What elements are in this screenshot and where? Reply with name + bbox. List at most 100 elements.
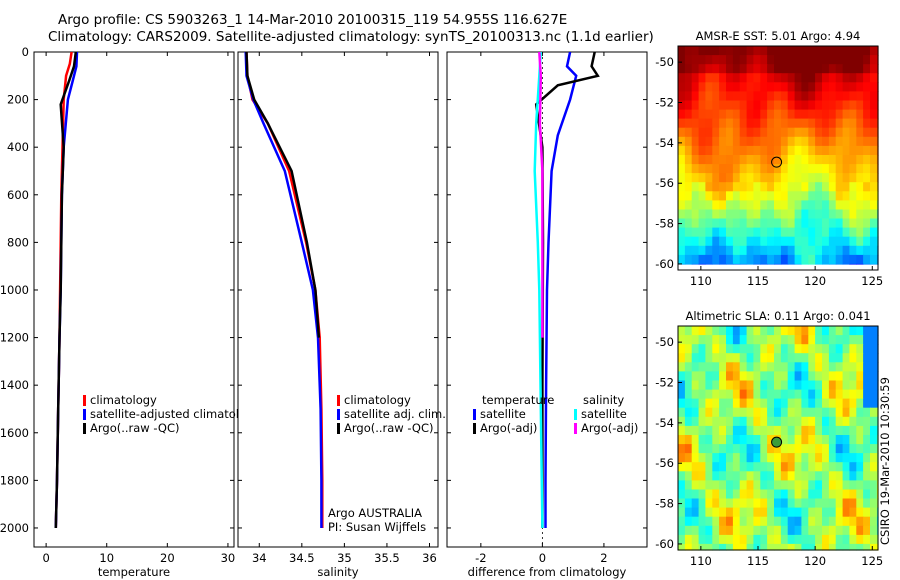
- y-tick-label: -56: [655, 456, 674, 470]
- heatmap-cell: [828, 534, 837, 545]
- x-tick-label: 34: [252, 551, 267, 565]
- heatmap-cell: [774, 118, 782, 129]
- heatmap-cell: [691, 236, 700, 247]
- heatmap-cell: [787, 389, 796, 400]
- heatmap-cell: [726, 389, 734, 400]
- legend-label: Argo(-adj): [480, 421, 537, 435]
- heatmap-cell: [780, 525, 789, 536]
- heatmap-cell: [801, 453, 809, 463]
- heatmap-cell: [698, 380, 707, 391]
- heatmap-cell: [849, 344, 857, 354]
- heatmap-cell: [746, 425, 755, 436]
- heatmap-cell: [774, 155, 782, 165]
- heatmap-cell: [684, 64, 693, 74]
- x-tick-label: 110: [690, 274, 712, 288]
- heatmap-cell: [691, 543, 700, 551]
- heatmap-cell: [732, 109, 741, 120]
- heatmap-cell: [753, 471, 761, 481]
- heatmap-cell: [760, 525, 768, 536]
- heatmap-cell: [787, 516, 796, 527]
- heatmap-cell: [808, 55, 816, 65]
- heatmap-cell: [787, 118, 796, 129]
- heatmap-cell: [732, 480, 741, 491]
- heatmap-cell: [842, 362, 851, 372]
- heatmap-cell: [808, 118, 816, 129]
- heatmap-cell: [719, 118, 727, 129]
- heatmap-cell: [787, 263, 796, 265]
- heatmap-cell: [794, 407, 803, 418]
- legend-swatch: [574, 423, 577, 434]
- heatmap-cell: [691, 182, 700, 192]
- heatmap-cell: [767, 46, 775, 56]
- heatmap-cell: [835, 416, 844, 427]
- heatmap-cell: [815, 191, 823, 201]
- heatmap-cell: [726, 73, 734, 83]
- heatmap-cell: [684, 534, 693, 545]
- heatmap-cell: [726, 362, 734, 372]
- heatmap-cell: [822, 91, 830, 102]
- heatmap-cell: [746, 118, 755, 129]
- heatmap-cell: [849, 507, 857, 518]
- heatmap-cell: [863, 82, 871, 92]
- heatmap-cell: [787, 326, 796, 336]
- heatmap-cell: [787, 127, 796, 138]
- heatmap-cell: [753, 73, 761, 83]
- heatmap-cell: [822, 398, 830, 409]
- heatmap-cell: [732, 64, 741, 74]
- heatmap-cell: [767, 525, 775, 536]
- heatmap-cell: [808, 543, 816, 551]
- heatmap-cell: [801, 100, 809, 111]
- heatmap-cell: [691, 435, 700, 445]
- heatmap-cell: [739, 91, 748, 102]
- heatmap-cell: [863, 91, 871, 102]
- heatmap-cell: [698, 118, 707, 129]
- heatmap-cell: [863, 100, 871, 111]
- heatmap-cell: [705, 64, 713, 74]
- heatmap-cell: [739, 145, 748, 156]
- heatmap-cell: [774, 362, 782, 372]
- heatmap-cell: [767, 462, 775, 472]
- heatmap-cell: [726, 200, 734, 211]
- heatmap-cell: [787, 46, 796, 56]
- heatmap-cell: [712, 398, 720, 409]
- heatmap-cell: [767, 416, 775, 427]
- heatmap-cell: [739, 209, 748, 220]
- heatmap-cell: [746, 218, 755, 229]
- heatmap-cell: [684, 371, 693, 382]
- heatmap-cell: [678, 389, 686, 400]
- heatmap-cell: [835, 200, 844, 211]
- heatmap-cell: [691, 344, 700, 354]
- heatmap-cell: [863, 55, 871, 65]
- heatmap-cell: [691, 118, 700, 129]
- heatmap-cell: [780, 182, 789, 192]
- heatmap-cell: [780, 453, 789, 463]
- heatmap-cell: [726, 326, 734, 336]
- y-tick-label: 1600: [0, 426, 29, 440]
- heatmap-cell: [780, 73, 789, 83]
- heatmap-cell: [705, 380, 713, 391]
- heatmap-cell: [828, 55, 837, 65]
- heatmap-cell: [760, 389, 768, 400]
- heatmap-cell: [739, 227, 748, 238]
- heatmap-cell: [787, 155, 796, 165]
- heatmap-cell: [698, 326, 707, 336]
- heatmap-cell: [828, 254, 837, 265]
- heatmap-cell: [780, 100, 789, 111]
- heatmap-cell: [780, 127, 789, 138]
- heatmap-cell: [815, 326, 823, 336]
- heatmap-cell: [787, 489, 796, 500]
- heatmap-cell: [856, 209, 864, 220]
- heatmap-cell: [691, 209, 700, 220]
- heatmap-cell: [801, 371, 809, 382]
- heatmap-cell: [746, 136, 755, 147]
- heatmap-cell: [719, 543, 727, 551]
- heatmap-cell: [863, 344, 871, 354]
- heatmap-cell: [801, 525, 809, 536]
- heatmap-cell: [849, 444, 857, 454]
- heatmap-cell: [705, 109, 713, 120]
- heatmap-cell: [746, 398, 755, 409]
- heatmap-cell: [828, 525, 837, 536]
- heatmap-cell: [739, 362, 748, 372]
- heatmap-cell: [719, 498, 727, 509]
- heatmap-cell: [808, 46, 816, 56]
